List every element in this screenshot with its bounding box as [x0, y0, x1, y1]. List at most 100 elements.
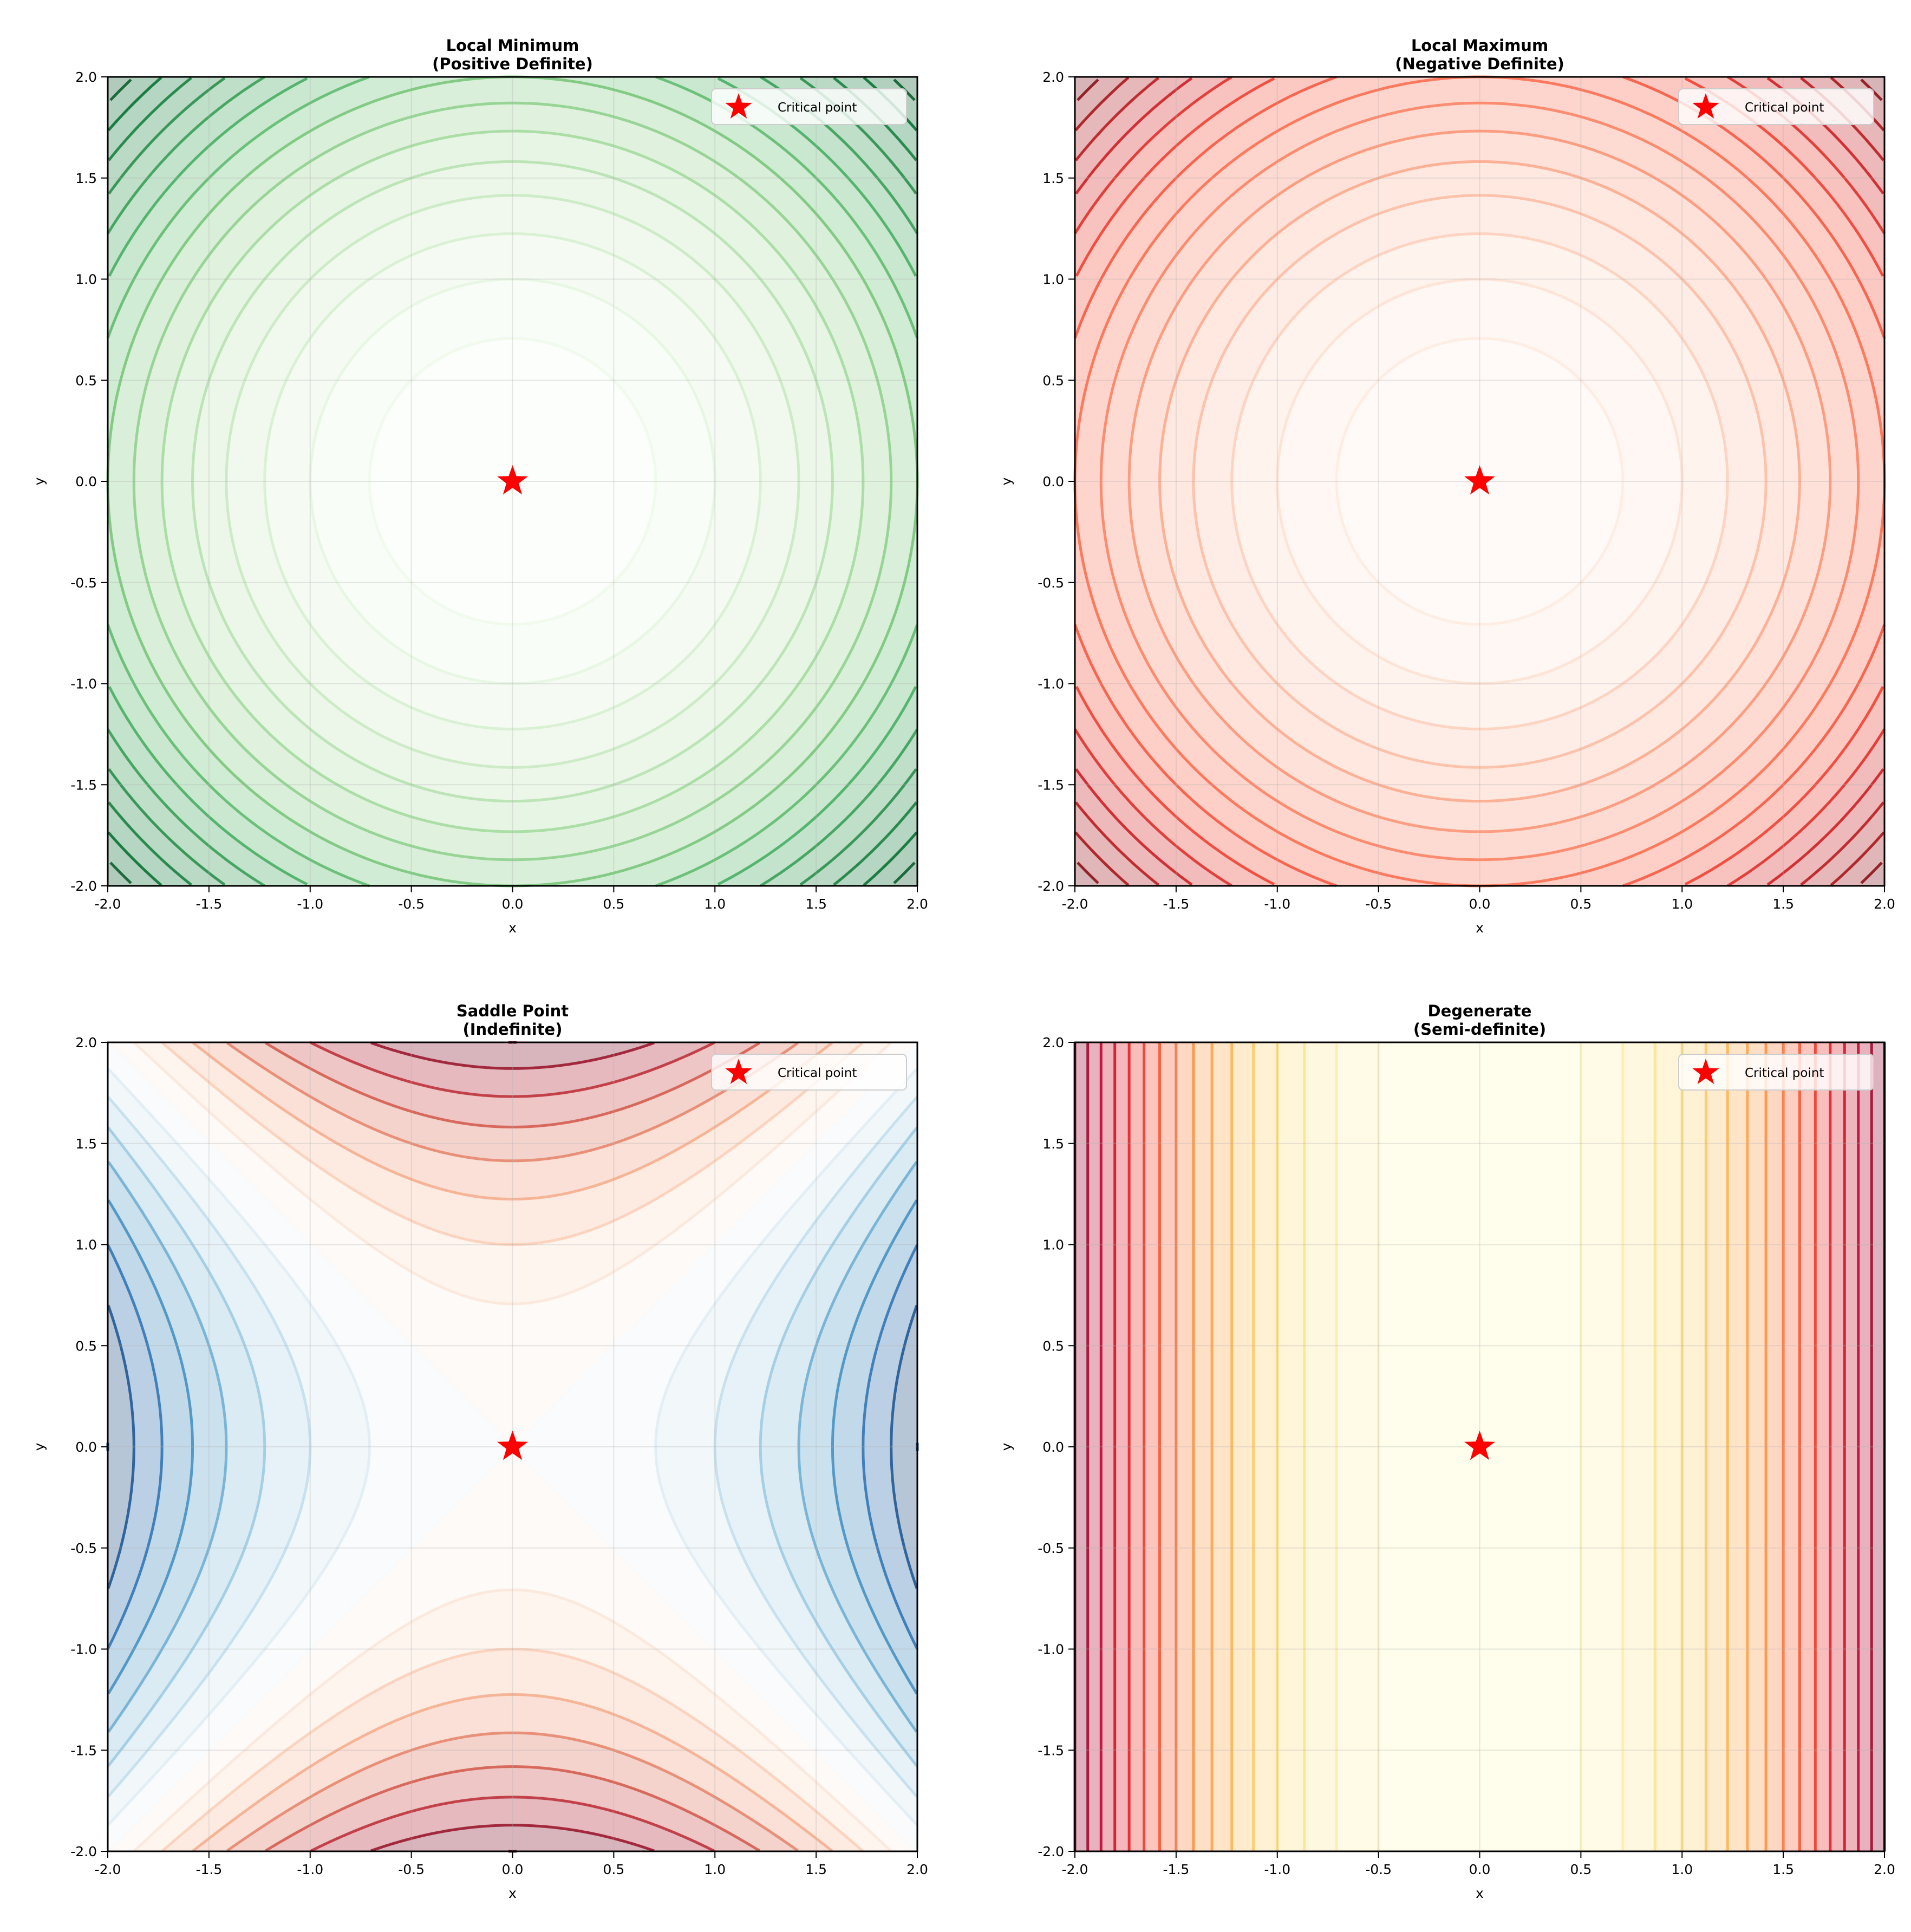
contour-line [106, 75, 919, 887]
contour-line [133, 1041, 892, 1306]
y-tick-label: -0.5 [70, 575, 97, 591]
contour-line [132, 101, 893, 861]
contour-line [797, 1160, 918, 1733]
y-tick-label: 0.5 [75, 1338, 97, 1354]
legend-label: Critical point [778, 1066, 857, 1080]
y-tick-label: 0.5 [75, 373, 97, 388]
contour-line [106, 1244, 164, 1650]
y-tick-label: -0.5 [1038, 575, 1064, 591]
contour-lines [106, 1041, 919, 1853]
x-tick-label: -1.5 [195, 896, 222, 912]
x-tick-label: 1.5 [805, 1862, 827, 1877]
subplot-title: Local Minimum [446, 36, 579, 55]
x-tick-label: 1.5 [805, 896, 827, 912]
legend: Critical point [711, 1054, 907, 1091]
x-tick-label: 0.0 [1469, 1862, 1491, 1877]
contour-line [368, 337, 657, 626]
y-tick-label: -1.5 [1038, 777, 1064, 793]
subplot-title: Saddle Point [456, 1002, 569, 1020]
contour-line [862, 1244, 919, 1650]
y-tick-label: 0.5 [1042, 1338, 1064, 1354]
legend-box [711, 1054, 907, 1091]
contour-line [1075, 77, 1884, 886]
contour-line [370, 1824, 655, 1852]
y-tick-label: -2.0 [1038, 1844, 1064, 1859]
y-tick-label: 2.0 [1042, 1035, 1064, 1050]
contour-line [107, 1304, 135, 1589]
y-tick-label: -2.0 [70, 878, 97, 894]
legend-star-icon [1692, 1059, 1719, 1084]
y-tick-label: -1.0 [1038, 1642, 1064, 1657]
x-tick-label: 0.0 [502, 1862, 524, 1877]
contour-line [890, 1304, 918, 1589]
y-tick-label: 1.5 [1042, 171, 1064, 186]
y-tick-label: 1.0 [75, 1237, 97, 1253]
x-tick-label: -1.0 [297, 1862, 323, 1877]
y-tick-label: -0.5 [1038, 1541, 1064, 1556]
x-tick-label: -1.5 [195, 1862, 222, 1877]
y-tick-label: 1.0 [1042, 272, 1064, 288]
critical-point-marker [1464, 465, 1495, 495]
contour-line [654, 1067, 918, 1826]
x-axis-label: x [1476, 1885, 1484, 1901]
x-tick-label: 0.0 [1469, 896, 1491, 912]
x-tick-label: -1.0 [1264, 896, 1290, 912]
x-tick-label: 1.0 [704, 1862, 726, 1877]
legend-star-icon [725, 1059, 752, 1084]
y-tick-label: 0.5 [1042, 373, 1064, 388]
y-tick-label: -1.5 [70, 777, 97, 793]
y-tick-label: 1.5 [75, 1136, 97, 1152]
contour-line [1158, 160, 1801, 803]
contour-line [108, 77, 917, 886]
x-tick-label: -2.0 [1062, 1862, 1088, 1877]
y-tick-label: 0.0 [75, 1439, 97, 1455]
x-tick-label: 1.0 [1671, 896, 1693, 912]
x-axis-label: x [508, 920, 517, 936]
contour-line [1127, 129, 1832, 833]
y-tick-label: -2.0 [1038, 878, 1064, 894]
contour-line [107, 1067, 371, 1826]
contour-line [1073, 75, 1886, 887]
contour-line [1276, 278, 1684, 685]
y-tick-label: -2.0 [70, 1844, 97, 1859]
x-tick-label: 1.5 [1772, 1862, 1794, 1877]
legend-box [711, 88, 907, 125]
contour-line [1192, 194, 1767, 769]
legend-box [1678, 88, 1874, 125]
contour-line [1230, 232, 1729, 730]
x-tick-label: -0.5 [398, 1862, 425, 1877]
x-tick-label: 2.0 [906, 896, 928, 912]
y-tick-label: 0.0 [75, 474, 97, 489]
contour-line [226, 1731, 799, 1852]
y-tick-label: 2.0 [1042, 69, 1064, 85]
y-tick-label: -1.0 [70, 676, 97, 692]
y-axis-label: y [999, 1443, 1014, 1451]
legend-label: Critical point [1745, 1066, 1824, 1080]
x-tick-label: -2.0 [95, 1862, 121, 1877]
y-tick-label: 1.0 [75, 272, 97, 288]
y-tick-label: -1.0 [70, 1642, 97, 1657]
contour-line [265, 1765, 760, 1852]
x-tick-label: -1.5 [1163, 896, 1189, 912]
x-tick-label: -0.5 [1365, 896, 1392, 912]
y-axis-label: y [31, 477, 47, 485]
critical-point-marker [1464, 1431, 1495, 1460]
x-tick-label: 0.5 [1570, 896, 1592, 912]
contour-line [107, 1126, 266, 1767]
x-axis-label: x [508, 1885, 517, 1901]
y-tick-label: 1.5 [1042, 1136, 1064, 1152]
critical-point-marker [497, 465, 528, 495]
subplot-1: -2.0 -2.0 -1.5 -1.5 -1.0 -1.0 -0.5 -0.5 0.0 0.0 0.… [31, 36, 928, 936]
y-tick-label: -1.5 [70, 1742, 97, 1758]
y-tick-label: -0.5 [70, 1541, 97, 1556]
legend-box [1678, 1054, 1874, 1091]
y-tick-label: -1.0 [1038, 676, 1064, 692]
contour-line [226, 1042, 799, 1163]
x-axis-label: x [1476, 920, 1484, 936]
x-tick-label: 2.0 [906, 1862, 928, 1877]
contour-line [161, 1041, 864, 1246]
y-tick-label: -1.5 [1038, 1742, 1064, 1758]
subplot-title: (Semi-definite) [1413, 1020, 1546, 1039]
contour-line [759, 1126, 918, 1767]
